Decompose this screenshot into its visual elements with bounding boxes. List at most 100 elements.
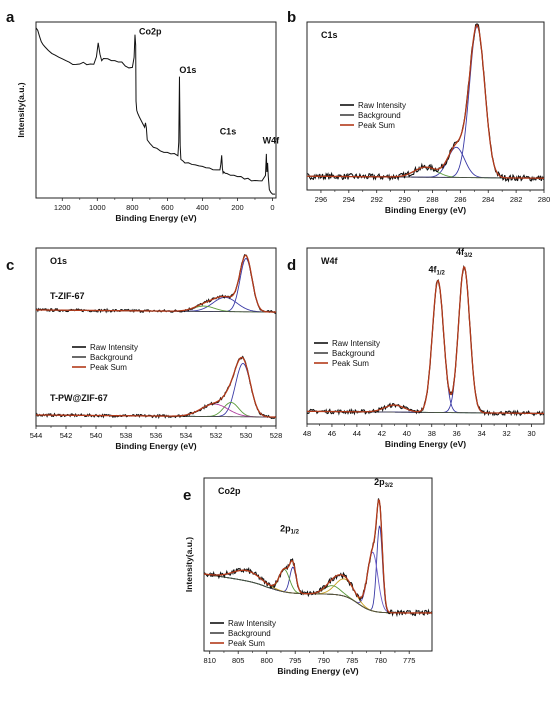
x-tick-label: 48	[303, 429, 311, 438]
raw-intensity-line	[35, 254, 277, 315]
plot-frame	[306, 247, 545, 425]
survey-line	[35, 27, 276, 195]
peak-annotation: 4f1/2	[429, 265, 446, 277]
panel-title: O1s	[50, 256, 67, 266]
x-tick-label: 36	[453, 429, 461, 438]
x-axis-label: Binding Energy (eV)	[385, 439, 466, 449]
x-tick-label: 288	[426, 195, 439, 204]
fit-component-line	[203, 551, 432, 614]
element-annotation: W4f	[263, 135, 281, 145]
x-tick-label: 800	[260, 656, 273, 665]
legend-label: Raw Intensity	[228, 619, 276, 628]
x-tick-label: 38	[428, 429, 436, 438]
x-tick-label: 1000	[89, 203, 106, 212]
x-tick-label: 32	[502, 429, 510, 438]
raw-intensity-line	[203, 498, 433, 618]
peak-sum-line	[306, 24, 545, 179]
y-axis-label: Intensity(a.u.)	[16, 82, 26, 137]
x-tick-label: 785	[346, 656, 359, 665]
x-tick-label: 800	[126, 203, 139, 212]
fit-component-line	[35, 362, 277, 418]
x-tick-label: 282	[510, 195, 523, 204]
peak-sum-line	[35, 254, 277, 313]
peak-annotation: 2p3/2	[374, 477, 394, 489]
panel-e-co2p-spectrum: 810 805 800 795 790 785 780 775 Binding Energy (…	[183, 477, 433, 676]
x-tick-label: 284	[482, 195, 495, 204]
panel-letter-d: d	[287, 257, 296, 274]
peak-sum-line	[203, 499, 432, 614]
x-tick-label: 0	[270, 203, 274, 212]
legend-label: Background	[332, 349, 375, 358]
x-tick-label: 795	[289, 656, 302, 665]
peak-annotation: 4f3/2	[456, 247, 473, 259]
fit-component-line	[306, 146, 545, 179]
panel-letter-a: a	[6, 9, 15, 26]
peak-sum-line	[306, 266, 545, 415]
plot-frame	[306, 21, 545, 191]
peak-annotation: 2p1/2	[280, 524, 300, 536]
panel-b-c1s-spectrum: 296 294 292 290 288 286 284 282 280 Binding Energ…	[287, 9, 550, 215]
x-tick-label: 46	[328, 429, 336, 438]
x-tick-label: 1200	[54, 203, 71, 212]
fit-component-line	[35, 258, 277, 313]
panel-d-w4f-spectrum: 48 46 44 42 40 38 36 34 32 30 Binding Energy (eV) W…	[287, 247, 545, 449]
panel-c-o1s-spectrum: 544 542 540 538 536 534 532 530 528 Binding Energ…	[6, 247, 283, 451]
x-tick-label: 542	[60, 431, 73, 440]
fit-component-line	[203, 566, 432, 614]
x-tick-label: 280	[538, 195, 550, 204]
x-tick-label: 536	[150, 431, 163, 440]
legend-label: Peak Sum	[358, 121, 395, 130]
x-tick-label: 530	[240, 431, 253, 440]
x-axis-label: Binding Energy (eV)	[277, 666, 358, 676]
x-tick-label: 532	[210, 431, 223, 440]
panel-a-survey-spectrum: 1200 1000 800 600 400 200 0 Binding Energy (eV)…	[6, 9, 280, 223]
legend-label: Peak Sum	[332, 359, 369, 368]
x-tick-label: 296	[315, 195, 328, 204]
x-tick-label: 200	[231, 203, 244, 212]
x-tick-label: 538	[120, 431, 133, 440]
x-tick-label: 528	[270, 431, 283, 440]
x-tick-label: 400	[196, 203, 209, 212]
x-tick-label: 30	[527, 429, 535, 438]
x-tick-label: 292	[370, 195, 383, 204]
spectrum-label: T-PW@ZIF-67	[50, 393, 108, 403]
spectrum-label: T-ZIF-67	[50, 291, 85, 301]
x-tick-label: 600	[161, 203, 174, 212]
x-tick-label: 790	[317, 656, 330, 665]
x-tick-label: 294	[343, 195, 356, 204]
x-tick-label: 290	[398, 195, 411, 204]
element-annotation: O1s	[179, 65, 196, 75]
plot-frame	[203, 477, 433, 652]
raw-intensity-line	[35, 355, 277, 420]
legend-label: Raw Intensity	[358, 101, 406, 110]
x-axis-label: Binding Energy (eV)	[115, 441, 196, 451]
panel-letter-c: c	[6, 257, 14, 274]
x-tick-label: 40	[403, 429, 411, 438]
x-tick-label: 44	[353, 429, 361, 438]
x-tick-label: 805	[232, 656, 245, 665]
panel-letter-e: e	[183, 487, 191, 504]
raw-intensity-line	[306, 23, 545, 183]
x-axis-label: Binding Energy (eV)	[385, 205, 466, 215]
legend-label: Raw Intensity	[332, 339, 380, 348]
legend-label: Background	[90, 353, 133, 362]
x-axis-label: Binding Energy (eV)	[115, 213, 196, 223]
x-tick-label: 534	[180, 431, 193, 440]
x-tick-label: 42	[378, 429, 386, 438]
panel-letter-b: b	[287, 9, 296, 26]
panel-title: W4f	[321, 256, 339, 266]
x-tick-label: 780	[374, 656, 387, 665]
x-tick-label: 810	[203, 656, 216, 665]
fit-component-line	[306, 26, 545, 179]
x-tick-label: 544	[30, 431, 43, 440]
peak-sum-line	[35, 356, 277, 418]
panel-title: Co2p	[218, 486, 241, 496]
x-tick-label: 540	[90, 431, 103, 440]
panel-title: C1s	[321, 30, 338, 40]
x-tick-label: 34	[477, 429, 485, 438]
x-tick-label: 286	[454, 195, 467, 204]
legend-label: Background	[228, 629, 271, 638]
x-tick-label: 775	[403, 656, 416, 665]
plot-frame	[35, 21, 277, 199]
